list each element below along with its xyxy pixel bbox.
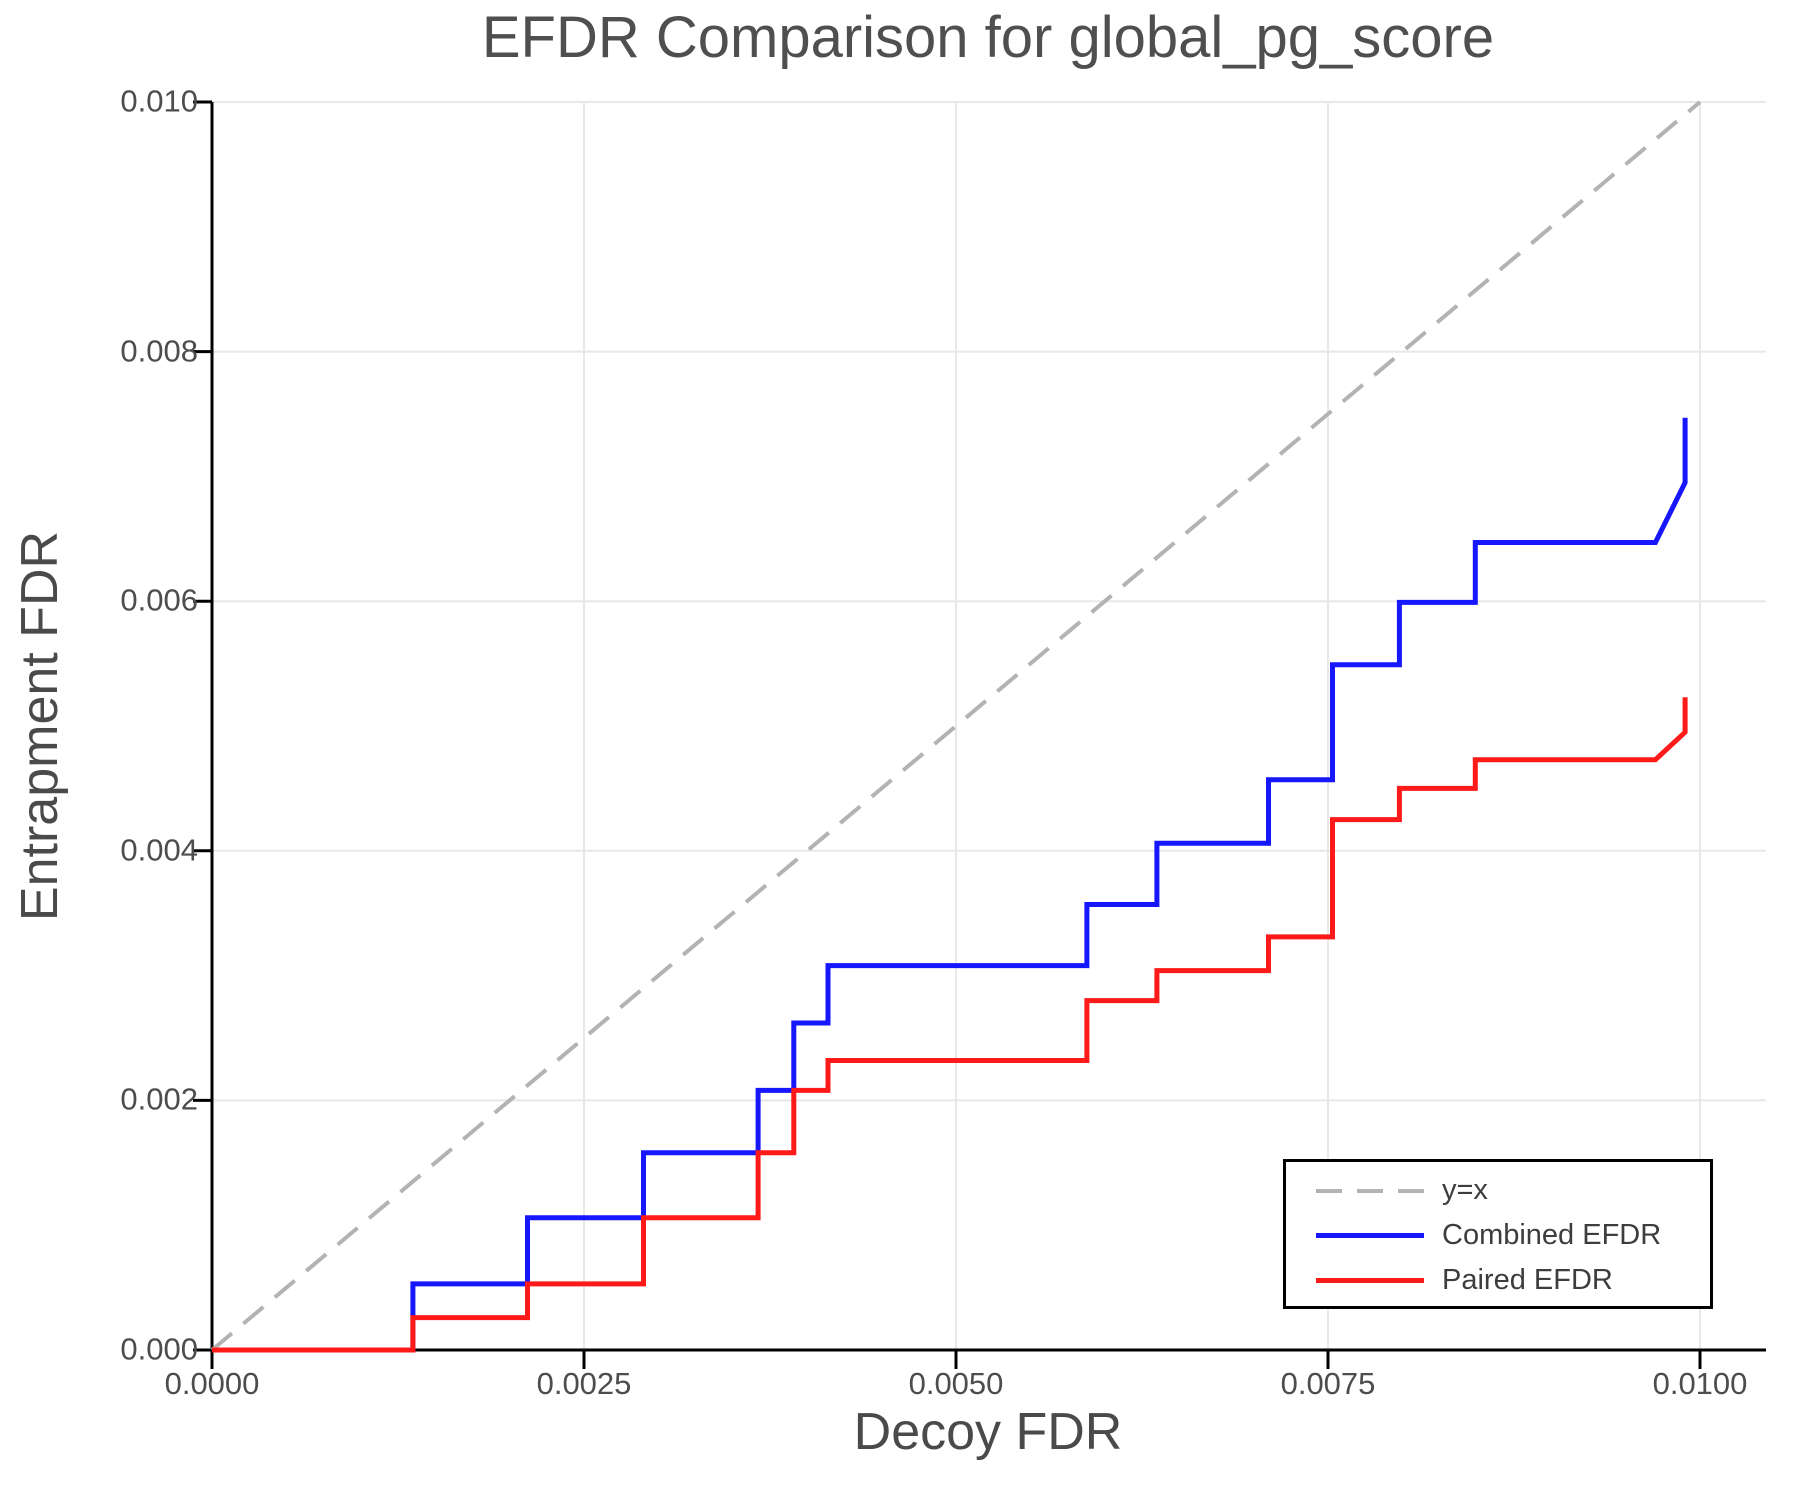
blue-line-swatch: [1316, 1233, 1424, 1238]
legend-item-combined: Combined EFDR: [1316, 1213, 1710, 1258]
legend-item-paired: Paired EFDR: [1316, 1258, 1710, 1303]
y-tick-label: 0.008: [120, 332, 198, 368]
legend-item-identity: y=x: [1316, 1168, 1710, 1213]
legend-label: Paired EFDR: [1442, 1264, 1613, 1296]
legend-label: y=x: [1442, 1174, 1488, 1206]
x-tick-label: 0.0000: [164, 1366, 260, 1401]
combined-efdr-line: [212, 417, 1688, 1353]
x-tick-label: 0.0050: [908, 1366, 1004, 1401]
y-tick-label: 0.002: [120, 1081, 198, 1117]
y-tick-label: 0.010: [120, 83, 198, 119]
y-tick-label: 0.006: [120, 582, 198, 618]
y-tick-label: 0.000: [120, 1331, 198, 1367]
x-tick-label: 0.0100: [1652, 1366, 1748, 1401]
x-axis-label: Decoy FDR: [853, 1403, 1123, 1461]
x-tick-label: 0.0075: [1280, 1366, 1376, 1401]
legend: y=x Combined EFDR Paired EFDR: [1283, 1159, 1713, 1309]
y-tick-label: 0.004: [120, 832, 198, 868]
dashed-line-swatch: [1316, 1188, 1424, 1193]
chart-title: EFDR Comparison for global_pg_score: [481, 5, 1495, 70]
paired-efdr-line: [212, 697, 1688, 1353]
red-line-swatch: [1316, 1278, 1424, 1283]
x-tick-label: 0.0025: [536, 1366, 632, 1401]
legend-label: Combined EFDR: [1442, 1219, 1662, 1251]
y-x-line: [210, 100, 1702, 1352]
